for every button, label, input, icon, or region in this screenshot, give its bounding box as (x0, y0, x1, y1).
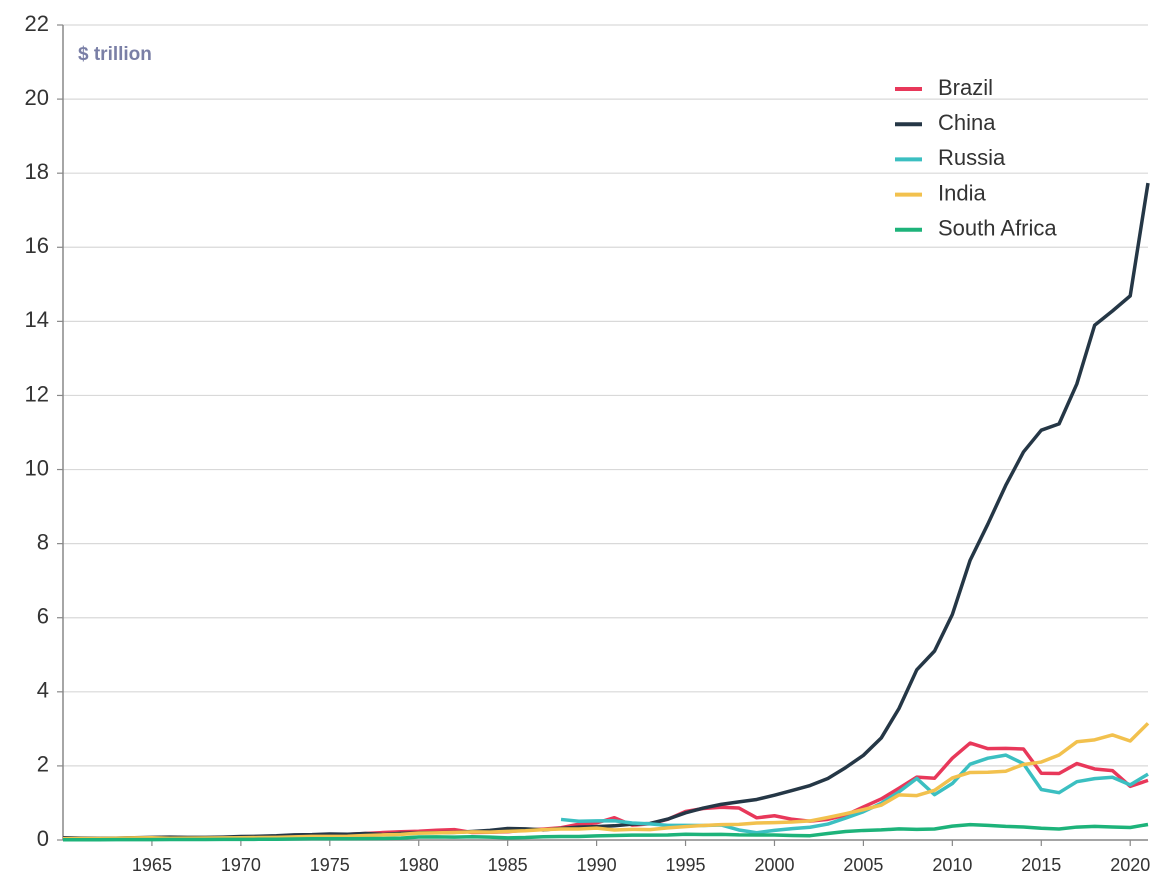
x-tick-label: 2005 (843, 855, 883, 875)
y-tick-label: 12 (25, 381, 49, 406)
x-tick-label: 1965 (132, 855, 172, 875)
x-tick-label: 1985 (488, 855, 528, 875)
unit-annotation: $ trillion (78, 44, 152, 65)
y-tick-label: 18 (25, 159, 49, 184)
y-tick-label: 2 (37, 752, 49, 777)
x-tick-label: 2020 (1110, 855, 1150, 875)
x-tick-label: 2015 (1021, 855, 1061, 875)
x-tick-label: 1975 (310, 855, 350, 875)
series-line (62, 822, 1149, 842)
y-tick-label: 20 (25, 85, 49, 110)
legend-label: India (938, 180, 986, 205)
y-tick-label: 6 (37, 604, 49, 629)
y-tick-label: 22 (25, 11, 49, 36)
legend-label: South Africa (938, 216, 1057, 241)
x-tick-label: 1970 (221, 855, 261, 875)
legend-label: China (938, 110, 996, 135)
y-tick-label: 8 (37, 529, 49, 554)
y-tick-label: 16 (25, 233, 49, 258)
legend-label: Brazil (938, 75, 993, 100)
y-tick-label: 0 (37, 826, 49, 851)
x-tick-label: 1980 (399, 855, 439, 875)
y-tick-label: 10 (25, 455, 49, 480)
series-line (62, 182, 1150, 841)
series-line (560, 753, 1149, 835)
x-tick-label: 2000 (754, 855, 794, 875)
legend-label: Russia (938, 145, 1006, 170)
y-tick-label: 14 (25, 307, 49, 332)
y-tick-label: 4 (37, 678, 49, 703)
x-tick-label: 1995 (666, 855, 706, 875)
x-tick-label: 2010 (932, 855, 972, 875)
x-tick-label: 1990 (577, 855, 617, 875)
